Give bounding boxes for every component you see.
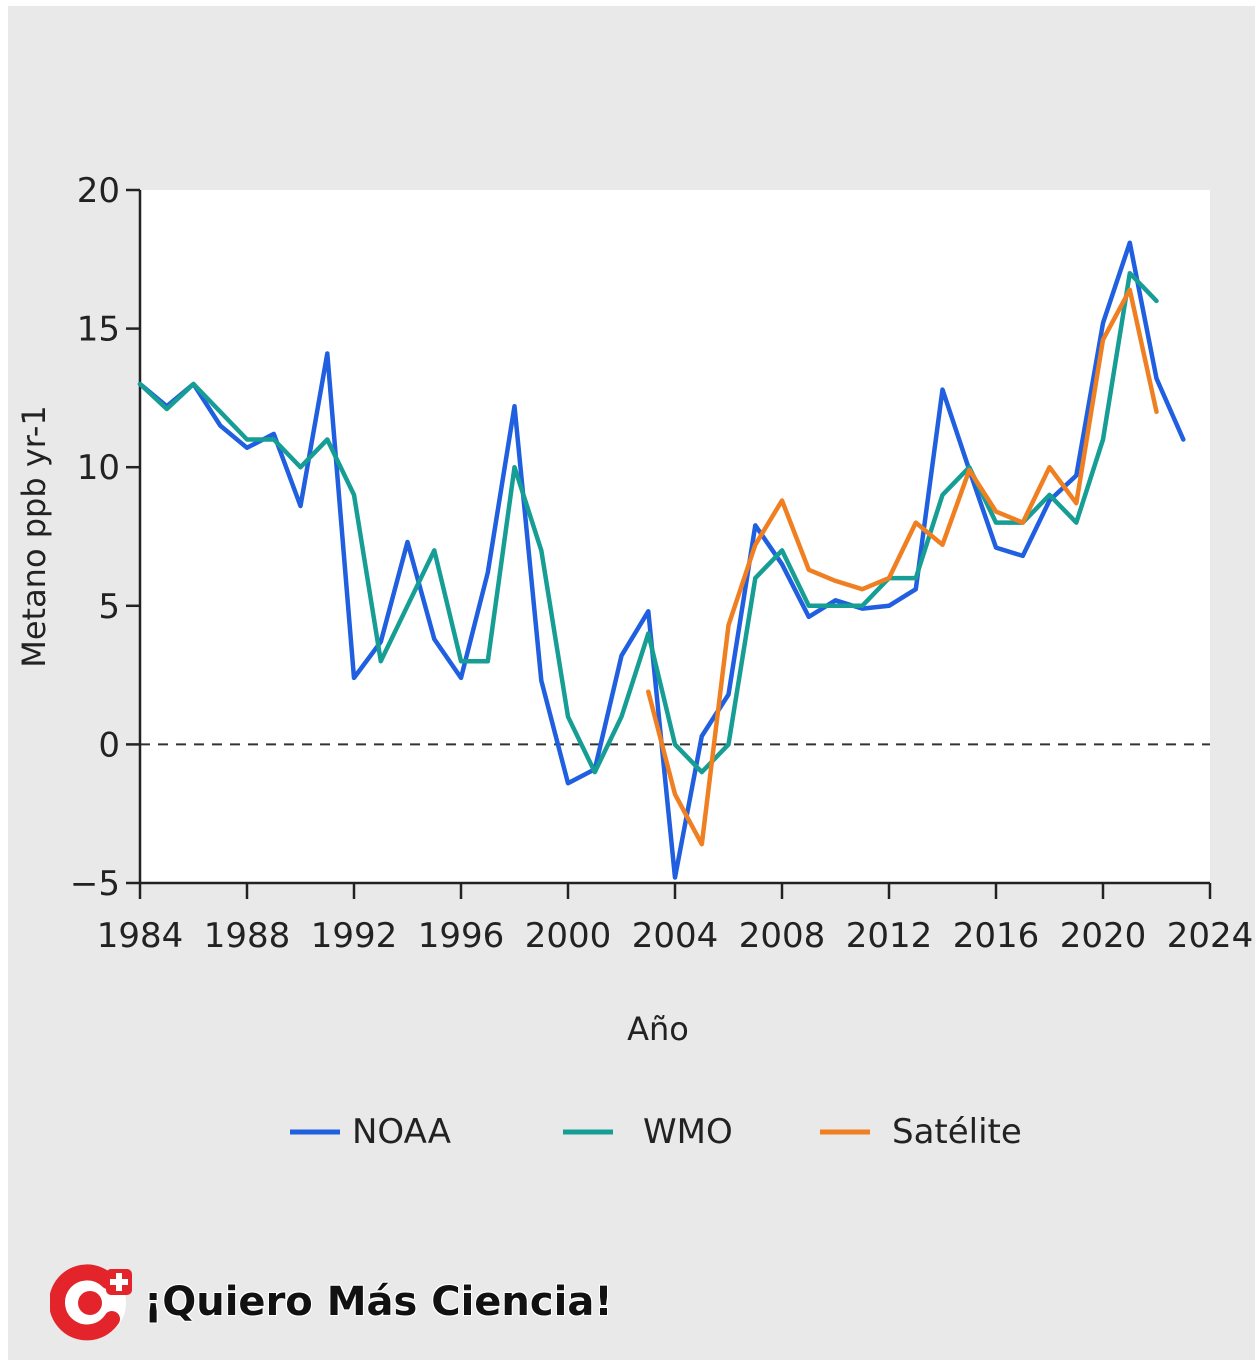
y-axis-title: Metano ppb yr-1 [15,405,53,668]
legend-label: WMO [643,1112,733,1152]
y-tick-label: 0 [98,725,120,765]
y-tick-label: 20 [77,171,120,211]
x-axis-title: Año [627,1010,689,1048]
legend-label: NOAA [352,1112,451,1152]
series-line-wmo [137,270,1159,775]
x-tick-label: 1996 [418,916,505,956]
axes: −5 0 5 10 15 20 1984 1988 1992 1996 2000 2004 2008 20… [70,171,1253,956]
x-tick-label: 2024 [1167,916,1254,956]
x-tick-label: 2020 [1060,916,1147,956]
x-tick-label: 2016 [953,916,1040,956]
y-tick-label: −5 [70,864,120,904]
x-tick-label: 1988 [204,916,291,956]
legend: NOAA WMO Satélite [290,1112,1022,1152]
y-tick-label: 5 [98,587,120,627]
y-tick-label: 10 [77,448,120,488]
methane-growth-chart: −5 0 5 10 15 20 1984 1988 1992 1996 2000 2004 2008 20… [15,171,1253,1152]
x-tick-label: 1992 [311,916,398,956]
legend-label: Satélite [892,1112,1022,1152]
x-tick-label: 2000 [525,916,612,956]
plot-area [140,190,1210,883]
y-tick-label: 15 [77,310,120,350]
series-line-satlite [646,287,1159,847]
series-layer [137,240,1186,880]
x-tick-label: 2004 [632,916,719,956]
x-tick-label: 2008 [739,916,826,956]
x-tick-label: 1984 [97,916,184,956]
brand: ¡Quiero Más Ciencia! [50,1262,613,1342]
x-tick-label: 2012 [846,916,933,956]
brand-name: ¡Quiero Más Ciencia! [144,1279,613,1325]
c-plus-logo-icon [50,1264,132,1341]
